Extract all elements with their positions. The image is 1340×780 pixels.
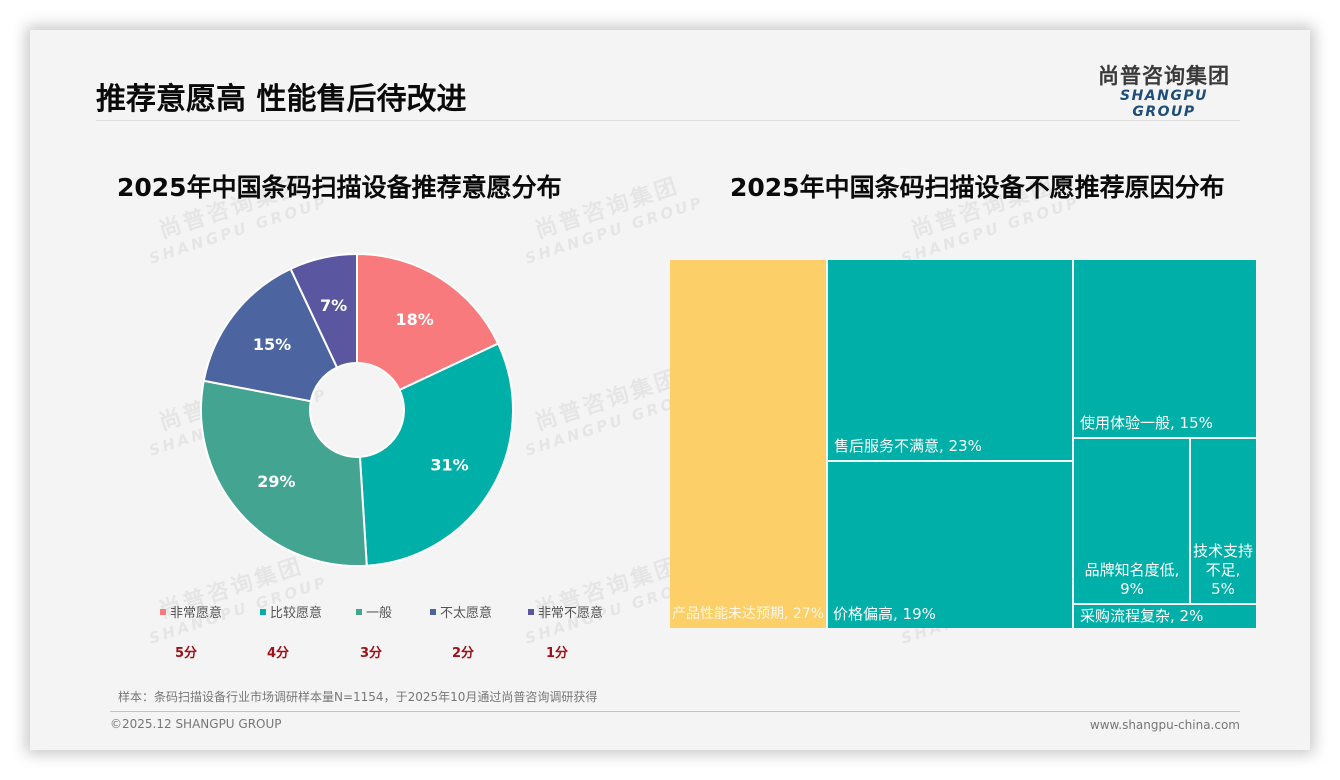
footer-divider	[110, 711, 1240, 712]
treemap-cell-product-performance: 产品性能未达预期, 27%	[670, 260, 826, 628]
slice-label: 29%	[257, 472, 295, 491]
score-label: 3分	[360, 646, 383, 661]
legend-label: 一般	[366, 606, 393, 621]
slice-label: 18%	[395, 310, 433, 329]
treemap-cell-procurement: 采购流程复杂, 2%	[1074, 605, 1256, 628]
legend-item: 不太愿意	[430, 602, 492, 621]
legend-item: 非常愿意	[160, 602, 222, 621]
donut-legend: 非常愿意 比较愿意 一般 不太愿意 非常不愿意	[160, 602, 620, 624]
logo-english: SHANGPU GROUP	[1120, 88, 1208, 120]
slide: 尚普咨询集团 SHANGPU GROUP 尚普咨询集团 SHANGPU GROUP …	[30, 30, 1310, 750]
page-title: 推荐意愿高 性能售后待改进	[96, 82, 467, 117]
title-divider	[96, 120, 1240, 121]
legend-swatch	[260, 608, 266, 615]
treemap-label: 品牌知名度低, 9%	[1084, 561, 1180, 598]
score-label: 2分	[452, 646, 475, 661]
treemap-chart: 产品性能未达预期, 27% 售后服务不满意, 23% 价格偏高, 19% 使用体…	[670, 260, 1256, 628]
donut-chart-title: 2025年中国条码扫描设备推荐意愿分布	[117, 173, 562, 202]
treemap-label: 价格偏高, 19%	[833, 605, 936, 623]
copyright: ©2025.12 SHANGPU GROUP	[110, 717, 282, 731]
treemap-label: 售后服务不满意, 23%	[834, 437, 982, 455]
treemap-cell-tech-support: 技术支持不足, 5%	[1191, 439, 1256, 603]
score-label: 1分	[546, 646, 569, 661]
treemap-label: 产品性能未达预期, 27%	[671, 606, 825, 622]
legend-swatch	[160, 608, 166, 615]
treemap-label: 技术支持不足, 5%	[1193, 542, 1254, 598]
score-label: 5分	[175, 646, 198, 661]
legend-item: 一般	[356, 602, 392, 621]
legend-swatch	[430, 608, 436, 615]
donut-slice	[356, 252, 500, 392]
legend-swatch	[528, 608, 534, 615]
treemap-cell-after-sales: 售后服务不满意, 23%	[828, 260, 1072, 460]
treemap-cell-price-high: 价格偏高, 19%	[828, 462, 1072, 628]
legend-label: 非常愿意	[170, 606, 223, 621]
legend-label: 比较愿意	[270, 606, 323, 621]
legend-item: 比较愿意	[260, 602, 322, 621]
donut-slice	[200, 379, 368, 567]
donut-slice	[202, 267, 339, 403]
treemap-label: 采购流程复杂, 2%	[1080, 607, 1204, 625]
donut-slice	[289, 252, 358, 369]
legend-label: 不太愿意	[440, 606, 493, 621]
treemap-chart-title: 2025年中国条码扫描设备不愿推荐原因分布	[730, 173, 1225, 202]
sample-note: 样本：条码扫描设备行业市场调研样本量N=1154，于2025年10月通过尚普咨询…	[118, 690, 598, 704]
treemap-cell-brand-awareness: 品牌知名度低, 9%	[1074, 439, 1189, 603]
legend-item: 非常不愿意	[528, 602, 603, 621]
treemap-label: 使用体验一般, 15%	[1080, 414, 1213, 432]
donut-chart: 18% 31% 29% 15% 7%	[200, 252, 514, 567]
legend-label: 非常不愿意	[538, 606, 604, 621]
logo-chinese: 尚普咨询集团	[1098, 64, 1230, 88]
slice-label: 15%	[253, 335, 291, 354]
score-label: 4分	[267, 646, 290, 661]
legend-swatch	[356, 608, 362, 615]
slice-label: 31%	[430, 456, 468, 475]
company-logo: 尚普咨询集团 SHANGPU GROUP	[1088, 64, 1240, 120]
slice-label: 7%	[320, 296, 347, 315]
donut-slice	[358, 342, 514, 567]
website-link[interactable]: www.shangpu-china.com	[1089, 718, 1240, 732]
treemap-cell-user-experience: 使用体验一般, 15%	[1074, 260, 1256, 437]
